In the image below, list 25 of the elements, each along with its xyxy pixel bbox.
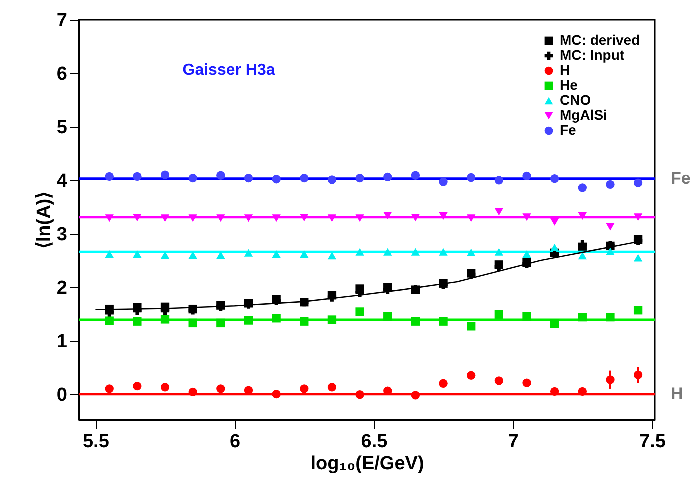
y-tick-label: 4 [56,170,68,192]
y-tick-label: 0 [56,384,68,406]
x-tick-label: 7.5 [640,432,666,452]
legend-label: He [560,77,578,93]
legend-label: H [560,62,570,78]
x-tick-label: 6 [230,432,241,452]
legend-label: CNO [560,92,592,108]
y-tick-label: 6 [56,64,68,85]
y-tick-label: 2 [56,278,68,299]
y-tick-label: 7 [56,10,68,32]
legend-label: Fe [560,122,577,138]
x-tick-label: 6.5 [361,432,388,452]
annotation: Gaisser H3a [182,62,276,79]
y-axis-title: ⟨ln(A)⟩ [34,192,55,250]
y-tick-label: 3 [56,224,68,246]
legend-label: MC: Input [560,47,625,63]
legend-label: MC: derived [560,32,640,48]
x-tick-label: 7 [508,432,519,452]
x-axis-title: log₁₀(E/GeV) [310,454,424,474]
legend-label: MgAlSi [560,107,608,123]
x-tick-label: 5.5 [82,432,110,452]
y-tick-label: 1 [56,331,68,352]
ref-line-label: H [671,384,684,404]
y-tick-label: 5 [56,117,68,138]
ref-line-label: Fe [671,168,691,188]
